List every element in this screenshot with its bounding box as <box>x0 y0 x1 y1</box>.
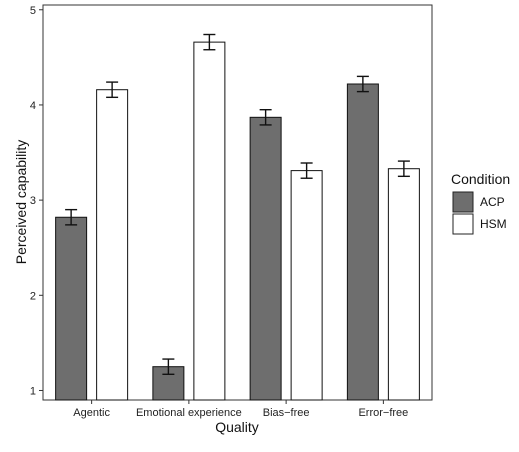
y-tick-label-5: 5 <box>30 5 36 17</box>
error-bar-hsm-bias-free <box>300 162 313 179</box>
x-axis-title: Quality <box>215 419 259 435</box>
legend: Condition ACP HSM <box>451 171 510 235</box>
error-bar-acp-emotional-experience <box>162 358 175 376</box>
x-tick-label-agentic: Agentic <box>73 407 110 419</box>
bar-acp-error-free <box>346 83 379 401</box>
y-tick-label-3: 3 <box>30 195 36 207</box>
error-bar-acp-agentic <box>65 208 78 226</box>
legend-title: Condition <box>451 171 510 187</box>
y-tick-label-1: 1 <box>30 385 36 397</box>
legend-swatch-hsm <box>452 213 474 235</box>
x-axis: Agentic Emotional experience Bias−free Erro… <box>73 400 408 419</box>
bar-hsm-agentic <box>96 89 129 401</box>
error-bar-hsm-agentic <box>106 81 119 99</box>
x-tick-label-error-free: Error−free <box>358 407 408 419</box>
legend-swatch-acp <box>452 191 474 213</box>
legend-label-hsm: HSM <box>480 217 507 231</box>
bar-acp-agentic <box>55 216 88 401</box>
bar-hsm-bias-free <box>290 170 323 401</box>
error-bar-hsm-emotional-experience <box>203 33 216 51</box>
error-bar-hsm-error-free <box>397 160 410 178</box>
error-bar-acp-error-free <box>356 75 369 93</box>
bar-acp-bias-free <box>249 116 282 401</box>
bar-acp-emotional-experience <box>152 366 185 401</box>
y-axis-title: Perceived capability <box>13 140 29 265</box>
y-tick-label-2: 2 <box>30 290 36 302</box>
errorbars-layer <box>65 33 410 376</box>
bar-hsm-error-free <box>387 168 420 401</box>
y-axis: 1 2 3 4 5 <box>30 5 43 397</box>
y-tick-label-4: 4 <box>30 100 36 112</box>
x-tick-label-emotional-experience: Emotional experience <box>136 407 242 419</box>
bar-hsm-emotional-experience <box>193 41 226 401</box>
x-tick-label-bias-free: Bias−free <box>263 407 310 419</box>
error-bar-acp-bias-free <box>259 108 272 126</box>
legend-label-acp: ACP <box>480 195 505 209</box>
